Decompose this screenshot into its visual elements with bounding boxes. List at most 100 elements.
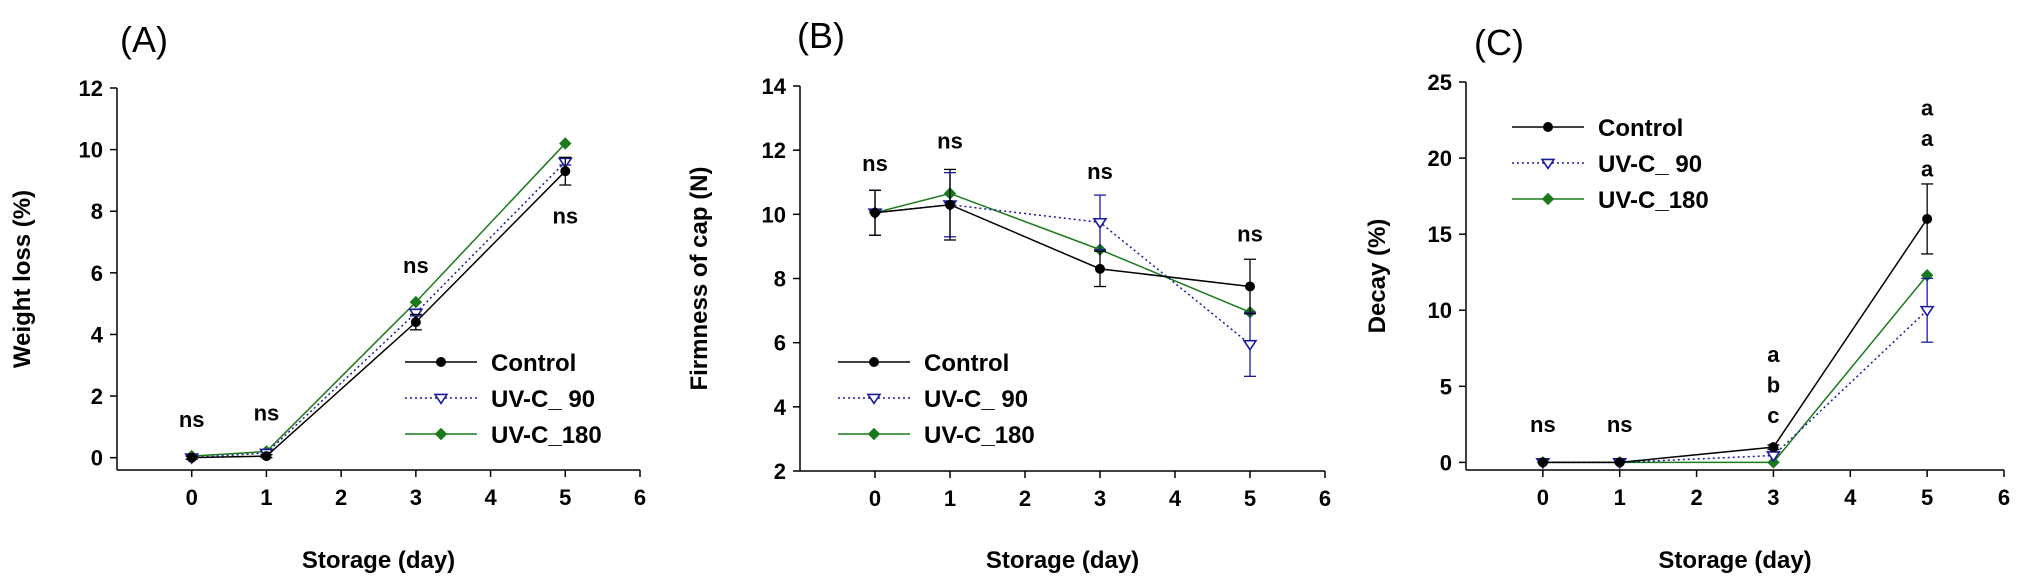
legend-marker <box>1543 122 1553 132</box>
x-tick-label: 1 <box>260 485 272 510</box>
x-tick-label: 2 <box>1019 486 1031 511</box>
data-point <box>1922 213 1933 224</box>
x-axis-title: Storage (day) <box>302 547 455 574</box>
annotation: a <box>1921 126 1934 151</box>
data-point <box>1092 217 1108 230</box>
x-tick-label: 0 <box>1537 485 1549 510</box>
annotation: a <box>1767 342 1780 367</box>
y-axis-title: Firmness of cap (N) <box>686 166 713 390</box>
x-tick-label: 6 <box>1998 485 2010 510</box>
legend-marker <box>1541 192 1555 206</box>
annotation: ns <box>1087 159 1113 184</box>
legend-label: Control <box>491 350 576 377</box>
y-tick-label: 8 <box>774 267 786 292</box>
legend-label: UV-C_180 <box>1598 187 1709 214</box>
x-tick-label: 6 <box>1319 486 1331 511</box>
data-point <box>410 317 421 328</box>
annotation: a <box>1921 156 1934 181</box>
legend-label: Control <box>924 350 1009 377</box>
panel-label: (B) <box>797 15 845 56</box>
data-point <box>409 295 423 309</box>
annotation: ns <box>254 401 280 426</box>
y-tick-label: 2 <box>774 459 786 484</box>
data-point <box>945 199 955 210</box>
data-point <box>1245 281 1255 292</box>
data-point <box>1242 339 1258 352</box>
y-tick-label: 12 <box>79 76 103 101</box>
series-control <box>869 168 1256 315</box>
x-tick-label: 5 <box>1244 486 1256 511</box>
x-tick-label: 3 <box>1767 485 1779 510</box>
x-tick-label: 0 <box>869 486 881 511</box>
data-point <box>1767 456 1780 469</box>
series-uv-c-180 <box>868 187 1257 319</box>
annotation: b <box>1767 372 1780 397</box>
x-tick-label: 4 <box>1844 485 1857 510</box>
x-tick-label: 2 <box>1690 485 1702 510</box>
legend-marker <box>1540 158 1556 170</box>
y-tick-label: 8 <box>91 199 103 224</box>
x-tick-label: 0 <box>186 485 198 510</box>
legend-label: UV-C_180 <box>924 422 1035 449</box>
y-tick-label: 4 <box>774 395 787 420</box>
y-tick-label: 10 <box>762 202 786 227</box>
y-tick-label: 0 <box>1440 450 1452 475</box>
series-line <box>874 203 1251 345</box>
annotation: ns <box>403 253 429 278</box>
y-axis-title: Weight loss (%) <box>9 190 36 368</box>
series-line <box>191 142 566 457</box>
y-axis-title: Decay (%) <box>1364 219 1391 334</box>
series-line <box>874 192 1251 313</box>
panel-label: (C) <box>1474 22 1524 63</box>
x-axis-title: Storage (day) <box>1658 547 1811 574</box>
legend-marker <box>436 357 446 367</box>
legend: Control UV-C_ 90 UV-C_180 <box>838 350 1035 449</box>
y-tick-label: 4 <box>91 322 104 347</box>
y-tick-label: 10 <box>79 138 103 163</box>
legend-marker <box>434 427 448 441</box>
x-tick-label: 6 <box>634 485 646 510</box>
legend-label: UV-C_ 90 <box>491 386 595 413</box>
data-point <box>1768 442 1779 453</box>
x-tick-label: 5 <box>559 485 571 510</box>
series-line <box>874 203 1251 288</box>
y-tick-label: 0 <box>91 446 103 471</box>
y-tick-label: 2 <box>91 384 103 409</box>
series-line <box>1542 309 1928 464</box>
data-point <box>559 137 572 150</box>
legend-label: UV-C_180 <box>491 422 602 449</box>
series-line <box>191 170 566 459</box>
y-tick-label: 6 <box>774 331 786 356</box>
annotation: ns <box>862 151 888 176</box>
series-line <box>1542 218 1928 464</box>
annotation: ns <box>179 407 205 432</box>
legend-label: UV-C_ 90 <box>1598 151 1702 178</box>
panel-c: (C) 0 5 10 15 20 25 0 1 2 3 4 5 6 Storage (day) Decay (… <box>1364 22 2010 574</box>
legend-label: UV-C_ 90 <box>924 386 1028 413</box>
data-point <box>1095 263 1105 274</box>
y-tick-label: 10 <box>1428 298 1452 323</box>
data-point <box>1614 457 1625 468</box>
annotation: c <box>1767 403 1779 428</box>
x-tick-label: 2 <box>335 485 347 510</box>
legend-marker <box>869 357 879 367</box>
x-tick-label: 4 <box>1169 486 1182 511</box>
y-tick-label: 20 <box>1428 146 1452 171</box>
series-uv-c-90 <box>1535 277 1935 470</box>
y-tick-label: 14 <box>762 74 787 99</box>
legend-marker <box>867 427 881 441</box>
x-tick-label: 1 <box>944 486 956 511</box>
series-uv-c-90 <box>867 171 1258 378</box>
x-tick-label: 3 <box>410 485 422 510</box>
series-uv-c-180 <box>185 137 572 463</box>
annotation: ns <box>1607 412 1633 437</box>
series-line <box>191 161 566 459</box>
data-point <box>560 166 571 177</box>
data-point <box>870 207 880 218</box>
legend: Control UV-C_ 90 UV-C_180 <box>1512 115 1709 214</box>
series-uv-c-90 <box>184 157 573 465</box>
